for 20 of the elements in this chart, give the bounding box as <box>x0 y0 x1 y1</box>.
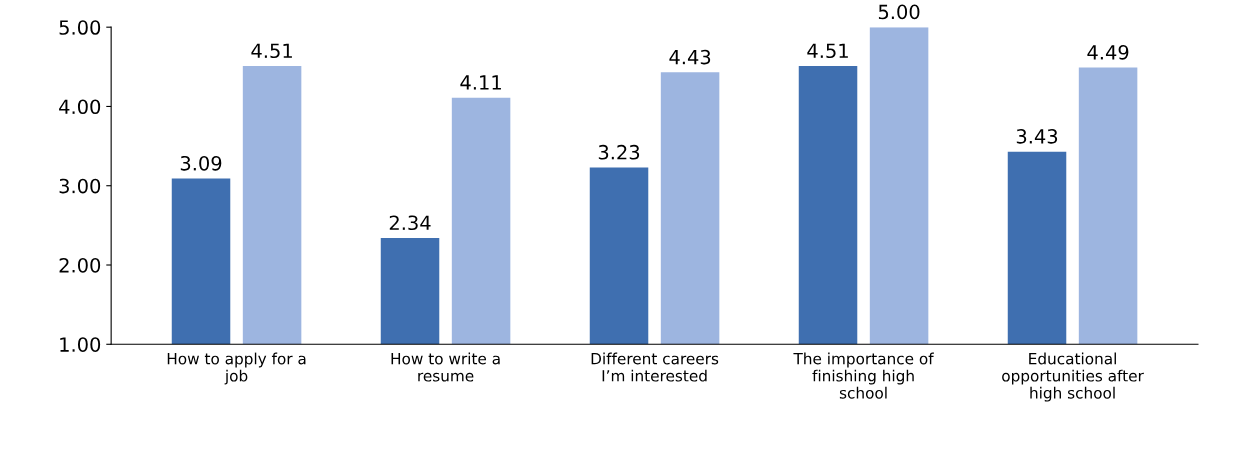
data-label: 3.09 <box>180 155 222 171</box>
x-tick-label: How to apply for a job <box>167 352 306 385</box>
data-label: 2.34 <box>389 215 431 231</box>
data-label: 4.11 <box>460 75 501 90</box>
x-tick-label: How to write a resume <box>391 352 500 382</box>
y-tick-label: 4.00 <box>59 99 101 115</box>
data-label: 4.51 <box>807 43 848 59</box>
data-label: 3.23 <box>598 144 640 160</box>
data-label: 4.43 <box>669 49 711 65</box>
x-tick-label: Educational opportunities after high school <box>1002 352 1144 402</box>
x-tick-label: The importance of finishing high school <box>793 352 934 399</box>
data-label: 4.51 <box>251 43 292 59</box>
y-tick-label: 2.00 <box>59 257 101 273</box>
y-tick-label: 5.00 <box>59 20 101 35</box>
data-label: 5.00 <box>878 4 920 20</box>
x-tick-label: Different careers I’m interested <box>591 352 719 382</box>
y-tick-label: 3.00 <box>59 178 101 194</box>
y-tick-label: 1.00 <box>60 337 101 352</box>
data-label: 4.49 <box>1087 44 1129 60</box>
data-label: 3.43 <box>1016 129 1058 144</box>
